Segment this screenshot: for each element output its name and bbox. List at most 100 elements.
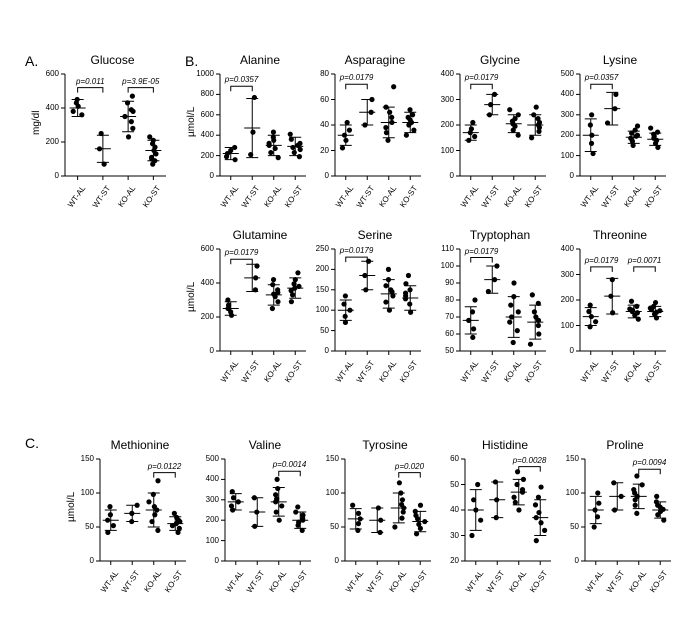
data-point xyxy=(111,523,116,528)
data-point xyxy=(293,509,298,514)
data-point xyxy=(533,314,538,319)
y-tick-label: 100 xyxy=(206,536,219,545)
data-point xyxy=(513,500,518,505)
plot-title: Alanine xyxy=(210,53,310,67)
data-point xyxy=(275,287,280,292)
data-point xyxy=(252,95,257,100)
y-tick-label: 30 xyxy=(450,531,459,540)
data-point xyxy=(387,308,392,313)
plot-glutamine: Glutamineµmol/L0200400600WT-ALWT-STKO-AL… xyxy=(210,245,310,405)
data-point xyxy=(389,120,394,125)
data-point xyxy=(289,299,294,304)
y-tick-label: 400 xyxy=(561,244,574,253)
plot-title: Methionine xyxy=(90,438,190,452)
data-point xyxy=(369,97,374,102)
plot-title: Valine xyxy=(215,438,315,452)
y-tick-label: 100 xyxy=(441,146,454,155)
data-point xyxy=(376,505,381,510)
data-point xyxy=(469,533,474,538)
y-tick-label: 300 xyxy=(561,110,574,119)
y-tick-label: 110 xyxy=(441,244,454,253)
plot-title: Asparagine xyxy=(325,53,425,67)
data-point xyxy=(129,107,134,112)
data-point xyxy=(654,499,659,504)
data-point xyxy=(469,126,474,131)
y-tick-label: 90 xyxy=(445,278,454,287)
y-tick-label: 40 xyxy=(320,120,329,129)
data-point xyxy=(399,502,404,507)
data-point xyxy=(589,112,594,117)
data-point xyxy=(478,518,483,523)
data-point xyxy=(511,280,516,285)
data-point xyxy=(511,495,516,500)
data-point xyxy=(290,145,295,150)
y-tick-label: 400 xyxy=(46,103,59,112)
data-point xyxy=(383,125,388,130)
data-point xyxy=(151,138,156,143)
figure-page: { "sections": { "A": "A.", "B": "B.", "C… xyxy=(0,0,688,643)
plot-canvas xyxy=(210,245,310,355)
data-point xyxy=(295,270,300,275)
data-point xyxy=(406,273,411,278)
data-point xyxy=(279,503,284,508)
data-point xyxy=(403,281,408,286)
data-point xyxy=(586,309,591,314)
data-point xyxy=(355,528,360,533)
data-point xyxy=(475,482,480,487)
y-tick-label: 600 xyxy=(201,110,214,119)
y-tick-label: 400 xyxy=(441,69,454,78)
data-point xyxy=(356,521,361,526)
data-point xyxy=(612,106,617,111)
data-point xyxy=(605,120,610,125)
plot-canvas xyxy=(325,70,425,180)
data-point xyxy=(129,119,134,124)
y-tick-label: 100 xyxy=(561,151,574,160)
y-tick-label: 200 xyxy=(201,151,214,160)
data-point xyxy=(398,490,403,495)
data-point xyxy=(493,479,498,484)
data-point xyxy=(516,507,521,512)
plot-title: Serine xyxy=(325,228,425,242)
data-point xyxy=(232,157,237,162)
data-point xyxy=(534,538,539,543)
p-value-label: p=0.0028 xyxy=(505,456,555,465)
plot-canvas xyxy=(325,245,425,355)
y-tick-label: 80 xyxy=(445,295,454,304)
data-point xyxy=(102,162,107,167)
plot-canvas xyxy=(55,70,170,180)
data-point xyxy=(226,303,231,308)
data-point xyxy=(276,155,281,160)
plot-canvas xyxy=(210,70,310,180)
data-point xyxy=(407,107,412,112)
data-point xyxy=(97,146,102,151)
data-point xyxy=(369,110,374,115)
data-point xyxy=(631,487,636,492)
data-point xyxy=(155,528,160,533)
data-point xyxy=(362,273,367,278)
data-point xyxy=(347,128,352,133)
data-point xyxy=(358,516,363,521)
data-point xyxy=(152,512,157,517)
data-point xyxy=(343,138,348,143)
data-point xyxy=(407,287,412,292)
plot-lysine: Lysine0100200300400500WT-ALWT-STKO-ALKO-… xyxy=(570,70,670,230)
y-tick-label: 0 xyxy=(210,346,214,355)
y-tick-label: 60 xyxy=(445,329,454,338)
data-point xyxy=(635,123,640,128)
y-tick-label: 0 xyxy=(55,171,59,180)
data-point xyxy=(533,502,538,507)
y-tick-label: 20 xyxy=(320,146,329,155)
plot-title: Proline xyxy=(575,438,675,452)
y-tick-label: 0 xyxy=(215,556,219,565)
data-point xyxy=(655,130,660,135)
plot-title: Tryptophan xyxy=(450,228,550,242)
data-point xyxy=(628,136,633,141)
data-point xyxy=(385,138,390,143)
data-point xyxy=(270,282,275,287)
plot-title: Glucose xyxy=(55,53,170,67)
plot-serine: Serine050100150200250WT-ALWT-STKO-ALKO-S… xyxy=(325,245,425,405)
y-axis-label: µmol/L xyxy=(66,492,77,522)
data-point xyxy=(387,110,392,115)
data-point xyxy=(494,263,499,268)
data-point xyxy=(297,154,302,159)
